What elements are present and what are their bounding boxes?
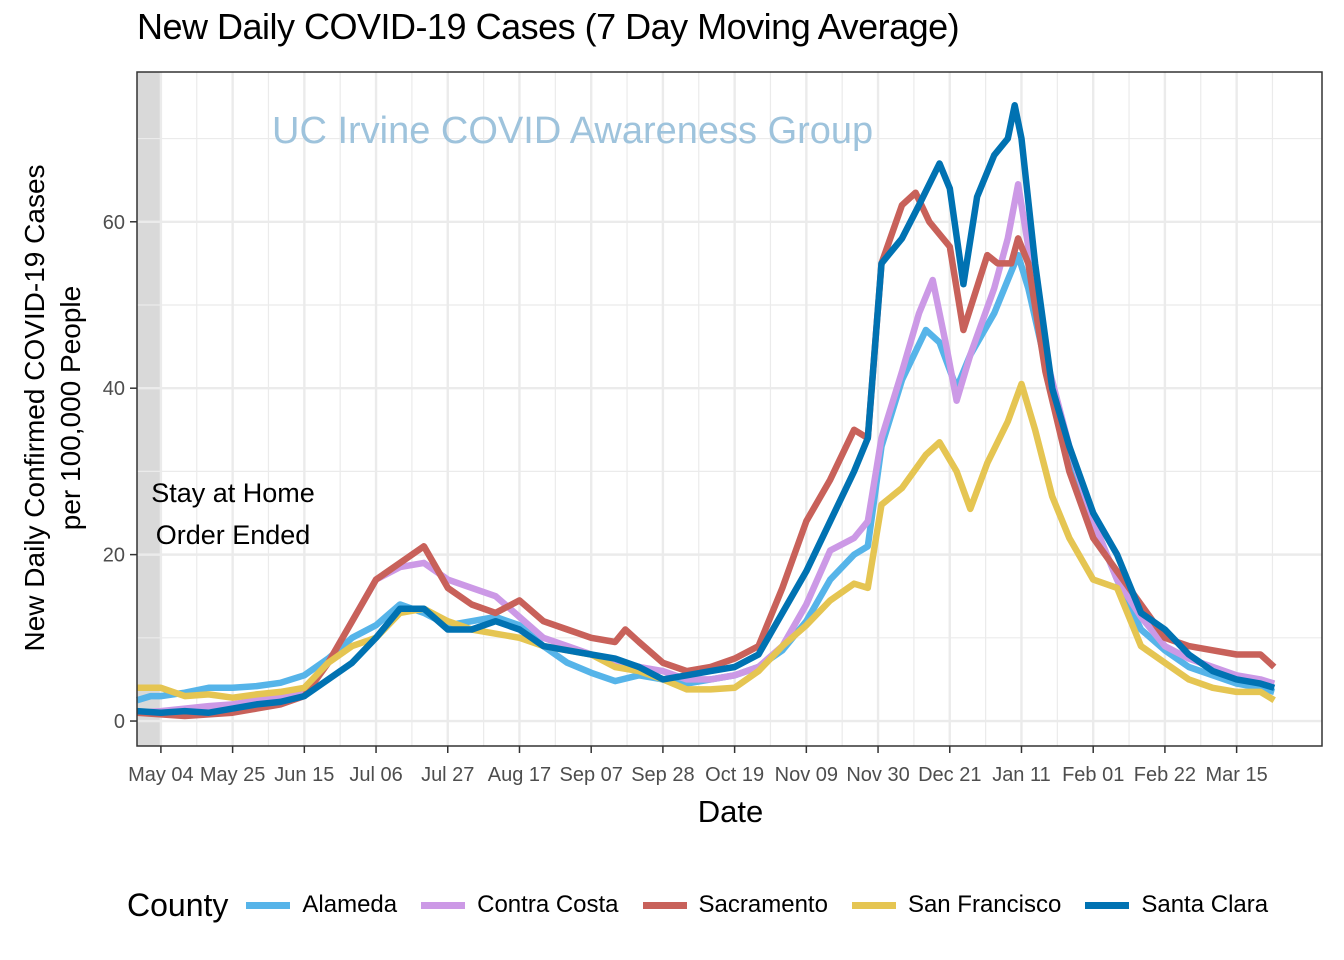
- y-tick-label: 0: [114, 711, 125, 733]
- y-tick-label: 20: [103, 545, 125, 567]
- legend-label: San Francisco: [907, 891, 1062, 918]
- series-line-santa-clara: [136, 102, 1276, 716]
- legend-item-san-francisco: San Francisco: [848, 891, 1061, 919]
- legend-label: Santa Clara: [1141, 891, 1269, 918]
- grid-lines: [137, 72, 1322, 746]
- x-tick-label: Feb 01: [1062, 764, 1124, 786]
- legend-label: Alameda: [302, 891, 398, 918]
- legend-item-contra-costa: Contra Costa: [417, 891, 619, 919]
- x-tick-label: May 04: [128, 764, 194, 786]
- chart-title: New Daily COVID-19 Cases (7 Day Moving A…: [137, 6, 960, 47]
- y-tick-label: 40: [103, 378, 125, 400]
- legend-label: Contra Costa: [477, 891, 619, 918]
- legend-item-alameda: Alameda: [242, 891, 397, 919]
- legend-key: [1085, 901, 1130, 909]
- axes: May 04 May 25 Jun 15 Jul 06 Jul 27 Aug 17 Sep …: [103, 212, 1268, 786]
- annotation-line-1: Stay at Home: [151, 478, 315, 508]
- legend-item-santa-clara: Santa Clara: [1081, 891, 1268, 919]
- x-tick-label: Jul 27: [421, 764, 474, 786]
- series-line-sacramento: [136, 189, 1277, 720]
- x-tick-label: Jan 11: [992, 764, 1051, 786]
- x-tick-label: Dec 21: [918, 764, 981, 786]
- x-tick-label: Jul 06: [349, 764, 402, 786]
- x-tick-label: Jun 15: [274, 764, 334, 786]
- plot-border: [136, 71, 1323, 747]
- plot-panel: [137, 72, 1322, 746]
- x-axis-title: Date: [698, 794, 763, 829]
- x-tick-label: Feb 22: [1134, 764, 1196, 786]
- legend-title: County: [127, 886, 229, 923]
- x-tick-label: Nov 09: [775, 764, 838, 786]
- legend-key: [246, 901, 291, 909]
- y-axis-title-line-2: per 100,000 People: [55, 286, 86, 530]
- stay-at-home-shading: [137, 72, 161, 746]
- x-tick-label: Sep 28: [631, 764, 694, 786]
- x-tick-label: Nov 30: [846, 764, 909, 786]
- legend-label: Sacramento: [698, 891, 828, 918]
- x-tick-label: Oct 19: [705, 764, 764, 786]
- annotation-line-2: Order Ended: [156, 520, 311, 550]
- x-tick-label: May 25: [200, 764, 266, 786]
- legend-item-sacramento: Sacramento: [639, 891, 828, 919]
- legend-key: [851, 901, 896, 909]
- legend: County Alameda Contra Costa Sacramento S…: [127, 884, 1268, 926]
- series-line-san-francisco: [137, 380, 1276, 703]
- y-tick-label: 60: [103, 212, 125, 234]
- watermark-text: UC Irvine COVID Awareness Group: [272, 110, 873, 152]
- x-tick-label: Sep 07: [559, 764, 622, 786]
- legend-key: [642, 901, 687, 909]
- y-axis-title-line-1: New Daily Confirmed COVID-19 Cases: [19, 164, 50, 651]
- series-lines: [136, 102, 1277, 720]
- x-tick-label: Mar 15: [1206, 764, 1268, 786]
- x-tick-label: Aug 17: [488, 764, 551, 786]
- legend-key: [421, 901, 466, 909]
